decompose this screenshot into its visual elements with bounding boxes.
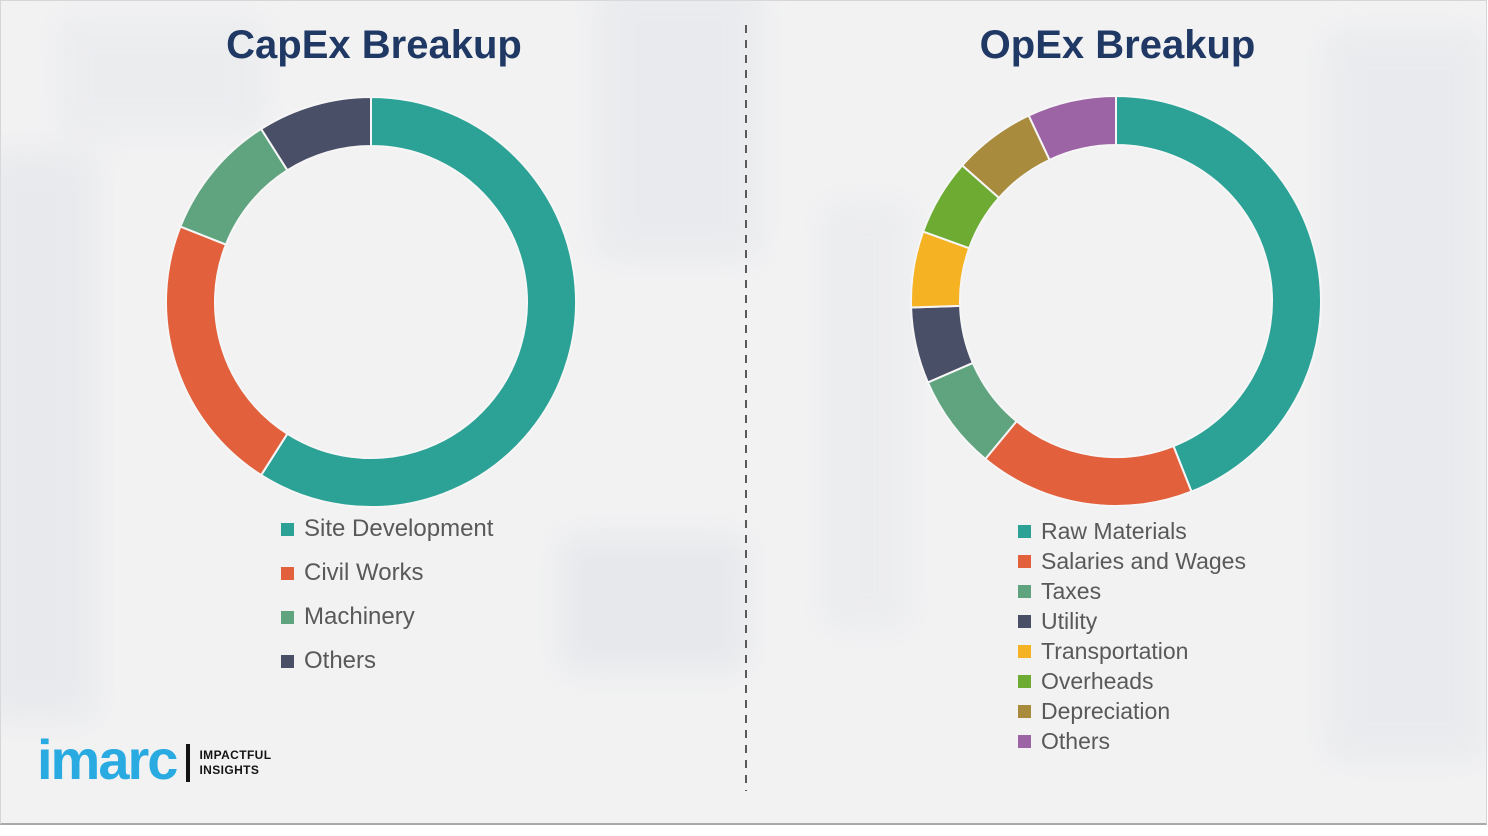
donut-segment-others xyxy=(259,95,372,172)
legend-label: Taxes xyxy=(1041,577,1102,604)
legend-label: Overheads xyxy=(1041,667,1154,694)
capex-legend: Site Development Civil Works Machinery Othe… xyxy=(281,507,493,683)
opex-panel: OpEx Breakup Raw Materials Salaries and W… xyxy=(747,1,1488,826)
donut-segment-raw-materials xyxy=(1115,94,1322,493)
legend-item-raw-materials: Raw Materials xyxy=(1018,516,1246,546)
legend-swatch xyxy=(281,610,294,624)
donut-segment-salaries-and-wages xyxy=(983,419,1193,507)
logo-tagline-line2: INSIGHTS xyxy=(199,763,260,777)
legend-item-civil-works: Civil Works xyxy=(281,551,493,595)
legend-swatch xyxy=(1018,584,1031,598)
legend-item-overheads: Overheads xyxy=(1018,666,1246,696)
imarc-logo: imarc IMPACTFUL INSIGHTS xyxy=(37,732,271,788)
opex-donut-chart xyxy=(901,86,1331,516)
legend-label: Raw Materials xyxy=(1041,517,1187,544)
legend-label: Machinery xyxy=(304,603,415,630)
legend-label: Utility xyxy=(1041,607,1098,634)
legend-item-others: Others xyxy=(1018,726,1246,756)
legend-item-site-development: Site Development xyxy=(281,507,493,551)
imarc-wordmark: imarc xyxy=(37,728,178,791)
donut-segment-site-development xyxy=(259,95,577,508)
legend-item-others: Others xyxy=(281,639,493,683)
legend-swatch xyxy=(1018,734,1031,748)
logo-divider-bar xyxy=(186,744,191,782)
donut-segment-others xyxy=(1027,94,1117,162)
legend-item-depreciation: Depreciation xyxy=(1018,696,1246,726)
legend-item-utility: Utility xyxy=(1018,606,1246,636)
logo-tagline-line1: IMPACTFUL xyxy=(199,748,272,762)
panel-divider-dashed-line xyxy=(745,25,747,791)
legend-swatch xyxy=(1018,704,1031,718)
donut-segment-civil-works xyxy=(165,225,289,477)
logo-tagline: IMPACTFUL INSIGHTS xyxy=(199,748,271,778)
legend-swatch xyxy=(1018,644,1031,658)
legend-label: Site Development xyxy=(304,515,494,542)
legend-item-transportation: Transportation xyxy=(1018,636,1246,666)
legend-swatch xyxy=(281,654,294,668)
legend-label: Others xyxy=(1041,727,1111,754)
legend-swatch xyxy=(1018,524,1031,538)
legend-item-taxes: Taxes xyxy=(1018,576,1246,606)
capex-panel: CapEx Breakup Site Development Civil Work… xyxy=(1,1,747,826)
capex-donut-chart xyxy=(156,87,586,517)
legend-label: Civil Works xyxy=(304,559,424,586)
legend-item-salaries-and-wages: Salaries and Wages xyxy=(1018,546,1246,576)
opex-title: OpEx Breakup xyxy=(979,23,1256,67)
legend-label: Salaries and Wages xyxy=(1041,547,1246,574)
capex-title: CapEx Breakup xyxy=(226,23,522,67)
legend-swatch xyxy=(281,522,294,536)
legend-label: Depreciation xyxy=(1041,697,1171,724)
legend-swatch xyxy=(1018,614,1031,628)
legend-label: Others xyxy=(304,647,377,674)
legend-item-machinery: Machinery xyxy=(281,595,493,639)
legend-swatch xyxy=(281,566,294,580)
opex-legend: Raw Materials Salaries and Wages Taxes Util… xyxy=(1018,516,1246,756)
legend-swatch xyxy=(1018,554,1031,568)
legend-label: Transportation xyxy=(1041,637,1189,664)
legend-swatch xyxy=(1018,674,1031,688)
